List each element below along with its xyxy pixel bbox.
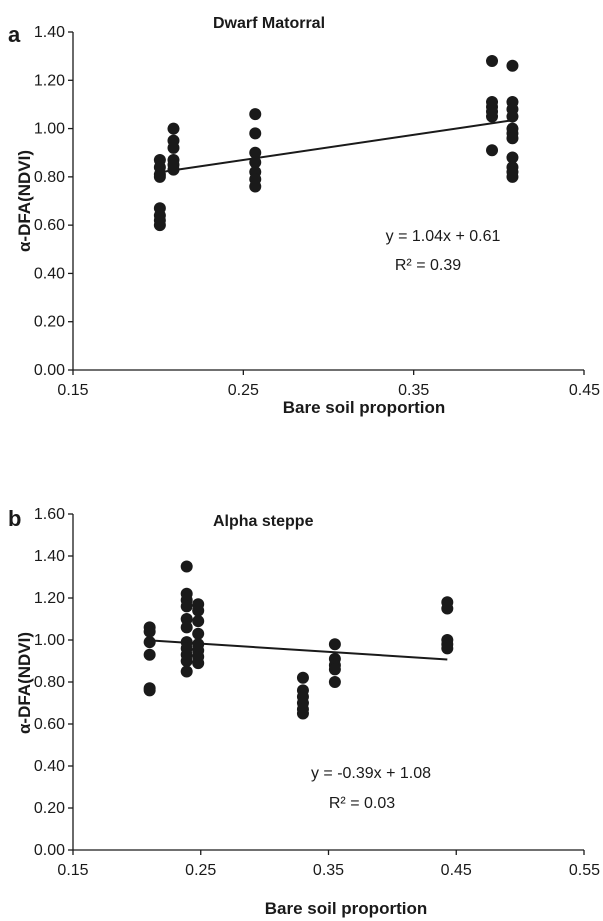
panel-a-data-point <box>249 156 262 169</box>
panel-b-data-point <box>180 613 193 625</box>
panel-b-data-point <box>143 648 156 661</box>
panel-a-data-point <box>506 59 519 72</box>
panel-b-y-tick-label: 1.00 <box>34 632 65 649</box>
panel-a-x-tick-label: 0.45 <box>569 382 600 399</box>
panel-b-data-point <box>180 665 193 678</box>
panel-a-data-point <box>486 144 499 157</box>
panel-b-y-tick-label: 0.00 <box>34 842 65 859</box>
panel-a-data-point <box>249 180 262 193</box>
panel-a-x-tick-label: 0.35 <box>398 382 429 399</box>
panel-a-x-tick-label: 0.25 <box>228 382 259 399</box>
panel-a-data-point <box>506 151 519 164</box>
panel-b-points <box>143 560 454 720</box>
panel-b-data-point <box>180 600 193 613</box>
panel-b-y-tick-label: 1.60 <box>34 506 65 523</box>
panel-a-data-point <box>153 219 166 232</box>
panel-a-data-point <box>506 132 519 145</box>
panel-b-y-tick-label: 0.80 <box>34 674 65 691</box>
panel-a-data-point <box>249 108 262 121</box>
panel-a-y-tick-label: 1.20 <box>34 72 65 89</box>
panel-b-data-point <box>143 684 156 697</box>
panel-b-data-point <box>441 642 454 655</box>
panel-a-data-point <box>153 170 166 183</box>
panel-b-letter: b <box>8 506 21 531</box>
panel-a-data-point <box>167 122 180 135</box>
panel-b-data-point <box>296 707 309 720</box>
panel-a-x-axis-label: Bare soil proportion <box>283 398 445 417</box>
panel-b-x-tick-label: 0.15 <box>57 862 88 879</box>
panel-b-r-squared: R² = 0.03 <box>329 795 395 812</box>
panel-a-trendline-group <box>159 119 513 174</box>
panel-a-y-tick-label: 0.60 <box>34 217 65 234</box>
panel-b-title: Alpha steppe <box>213 513 314 530</box>
panel-a-points <box>153 54 519 232</box>
panel-a-y-tick-label: 1.00 <box>34 121 65 138</box>
panel-b-x-tick-label: 0.45 <box>441 862 472 879</box>
panel-a-y-tick-label: 0.40 <box>34 265 65 282</box>
panel-a-data-point <box>506 170 519 183</box>
panel-a-dwarf-matorral: a Dwarf Matorral Bare soil proportion α-… <box>8 15 600 417</box>
panel-b-y-tick-label: 0.20 <box>34 800 65 817</box>
panel-b-data-point <box>192 657 205 670</box>
panel-b-data-point <box>441 602 454 615</box>
panel-b-data-point <box>328 638 341 651</box>
panel-a-data-point <box>486 110 499 123</box>
panel-a-data-point <box>486 54 499 67</box>
panel-a-x-tick-label: 0.15 <box>57 382 88 399</box>
panel-b-y-tick-label: 0.40 <box>34 758 65 775</box>
panel-a-y-tick-label: 0.80 <box>34 169 65 186</box>
panel-b-data-point <box>192 604 205 617</box>
panel-b-data-point <box>143 625 156 638</box>
panel-b-data-point <box>192 627 205 640</box>
panel-b-data-point <box>180 655 193 667</box>
panel-b-axes: 0.00 0.20 0.40 0.60 0.80 1.00 1.20 1.40 1.60 0.15… <box>34 506 600 879</box>
panel-a-data-point <box>167 163 180 176</box>
panel-a-y-axis-label: α-DFA(NDVI) <box>15 150 34 252</box>
panel-a-y-tick-label: 0.20 <box>34 314 65 331</box>
panel-b-y-axis-label: α-DFA(NDVI) <box>15 632 34 734</box>
panel-a-y-tick-label: 1.40 <box>34 24 65 41</box>
panel-a-letter: a <box>8 22 21 47</box>
panel-b-x-tick-label: 0.55 <box>569 862 600 879</box>
panel-a-data-point <box>249 146 262 159</box>
panel-b-alpha-steppe: b Alpha steppe Bare soil proportion α-DF… <box>8 506 600 918</box>
panel-b-data-point <box>180 560 193 573</box>
panel-b-y-tick-label: 1.20 <box>34 590 65 607</box>
panel-a-data-point <box>506 110 519 123</box>
panel-a-title: Dwarf Matorral <box>213 15 325 32</box>
panel-a-axes: 0.00 0.20 0.40 0.60 0.80 1.00 1.20 1.40 0.15 0.25… <box>34 24 600 399</box>
panel-b-data-point <box>296 671 309 684</box>
panel-b-y-tick-label: 0.60 <box>34 716 65 733</box>
panel-a-equation: y = 1.04x + 0.61 <box>386 228 501 245</box>
panel-b-data-point <box>328 676 341 688</box>
panel-b-y-tick-label: 1.40 <box>34 548 65 565</box>
panel-a-data-point <box>249 127 262 140</box>
panel-a-trendline <box>159 119 513 174</box>
panel-b-x-tick-label: 0.25 <box>185 862 216 879</box>
panel-a-y-tick-label: 0.00 <box>34 362 65 379</box>
panel-a-data-point <box>167 141 180 154</box>
panel-b-x-tick-label: 0.35 <box>313 862 344 879</box>
panel-a-r-squared: R² = 0.39 <box>395 257 461 274</box>
panel-b-data-point <box>328 663 341 676</box>
panel-b-data-point <box>143 636 156 649</box>
panel-b-x-axis-label: Bare soil proportion <box>265 899 427 918</box>
panel-b-data-point <box>192 615 205 628</box>
panel-b-equation: y = -0.39x + 1.08 <box>311 765 431 782</box>
panel-b-data-point <box>180 621 193 634</box>
